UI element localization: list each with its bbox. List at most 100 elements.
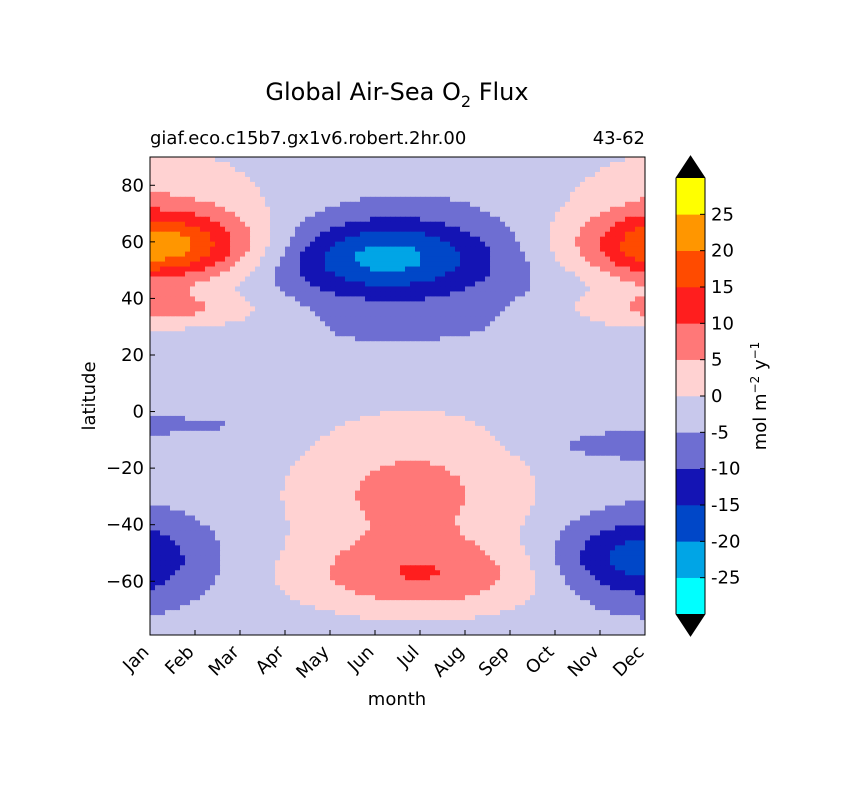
- contour-cell: [270, 311, 276, 317]
- contour-cell: [170, 381, 176, 387]
- contour-cell: [300, 216, 306, 223]
- contour-cell: [480, 296, 486, 302]
- contour-cell: [550, 271, 556, 278]
- contour-cell: [570, 157, 576, 163]
- contour-cell: [365, 351, 371, 357]
- contour-cell: [165, 216, 171, 223]
- contour-cell: [495, 216, 501, 223]
- contour-cell: [540, 266, 546, 273]
- contour-cell: [230, 231, 236, 238]
- contour-cell: [185, 211, 191, 218]
- contour-cell: [360, 301, 366, 307]
- contour-cell: [240, 331, 246, 337]
- contour-cell: [500, 241, 506, 248]
- contour-cell: [195, 405, 201, 412]
- contour-cell: [620, 201, 626, 208]
- contour-cell: [195, 371, 201, 377]
- contour-cell: [520, 281, 526, 288]
- contour-cell: [475, 226, 481, 233]
- contour-cell: [555, 241, 561, 248]
- contour-cell: [160, 246, 166, 253]
- contour-cell: [575, 396, 581, 402]
- contour-cell: [260, 400, 266, 407]
- contour-cell: [640, 286, 645, 293]
- contour-cell: [250, 331, 256, 337]
- contour-cell: [220, 211, 226, 218]
- contour-cell: [615, 157, 621, 163]
- contour-cell: [425, 396, 431, 402]
- contour-cell: [505, 251, 511, 258]
- contour-cell: [565, 336, 571, 342]
- contour-cell: [445, 181, 451, 188]
- contour-cell: [270, 256, 276, 263]
- contour-cell: [390, 221, 396, 228]
- contour-cell: [200, 231, 206, 238]
- contour-cell: [300, 196, 306, 203]
- contour-cell: [545, 341, 551, 347]
- contour-cell: [510, 216, 516, 223]
- contour-cell: [335, 236, 341, 243]
- contour-cell: [390, 157, 396, 163]
- contour-cell: [440, 331, 446, 337]
- contour-cell: [280, 405, 286, 412]
- contour-cell: [240, 386, 246, 392]
- contour-cell: [240, 356, 246, 362]
- contour-cell: [380, 281, 386, 288]
- contour-cell: [435, 196, 441, 203]
- contour-cell: [330, 391, 336, 397]
- contour-cell: [355, 211, 361, 218]
- contour-cell: [640, 271, 645, 278]
- contour-cell: [535, 161, 541, 168]
- contour-cell: [370, 291, 376, 298]
- contour-cell: [175, 211, 181, 218]
- contour-cell: [240, 391, 246, 397]
- contour-cell: [550, 251, 556, 258]
- contour-cell: [215, 231, 221, 238]
- contour-cell: [160, 326, 166, 332]
- contour-cell: [465, 271, 471, 278]
- contour-cell: [605, 171, 611, 178]
- contour-cell: [470, 366, 476, 372]
- contour-cell: [620, 331, 626, 337]
- contour-cell: [335, 201, 341, 208]
- contour-cell: [330, 326, 336, 332]
- contour-cell: [490, 296, 496, 302]
- contour-cell: [600, 316, 606, 322]
- contour-cell: [325, 206, 331, 213]
- contour-cell: [435, 306, 441, 312]
- contour-cell: [475, 316, 481, 322]
- contour-cell: [535, 216, 541, 223]
- contour-cell: [260, 296, 266, 302]
- contour-cell: [445, 211, 451, 218]
- contour-cell: [610, 231, 616, 238]
- contour-cell: [525, 166, 531, 173]
- contour-cell: [510, 246, 516, 253]
- contour-cell: [510, 231, 516, 238]
- contour-cell: [610, 371, 616, 377]
- contour-cell: [620, 321, 626, 327]
- contour-cell: [365, 161, 371, 168]
- contour-cell: [190, 271, 196, 278]
- contour-cell: [305, 181, 311, 188]
- contour-cell: [570, 336, 576, 342]
- contour-cell: [300, 171, 306, 178]
- contour-cell: [195, 366, 201, 372]
- contour-cell: [185, 161, 191, 168]
- contour-cell: [190, 351, 196, 357]
- contour-cell: [415, 271, 421, 278]
- contour-cell: [210, 181, 216, 188]
- contour-cell: [375, 176, 381, 183]
- contour-cell: [460, 296, 466, 302]
- contour-cell: [530, 281, 536, 288]
- contour-cell: [320, 196, 326, 203]
- contour-cell: [255, 321, 261, 327]
- contour-cell: [565, 366, 571, 372]
- contour-cell: [455, 231, 461, 238]
- contour-cell: [250, 306, 256, 312]
- contour-cell: [390, 386, 396, 392]
- contour-cell: [590, 241, 596, 248]
- contour-cell: [510, 201, 516, 208]
- contour-cell: [205, 201, 211, 208]
- contour-cell: [280, 356, 286, 362]
- contour-cell: [430, 221, 436, 228]
